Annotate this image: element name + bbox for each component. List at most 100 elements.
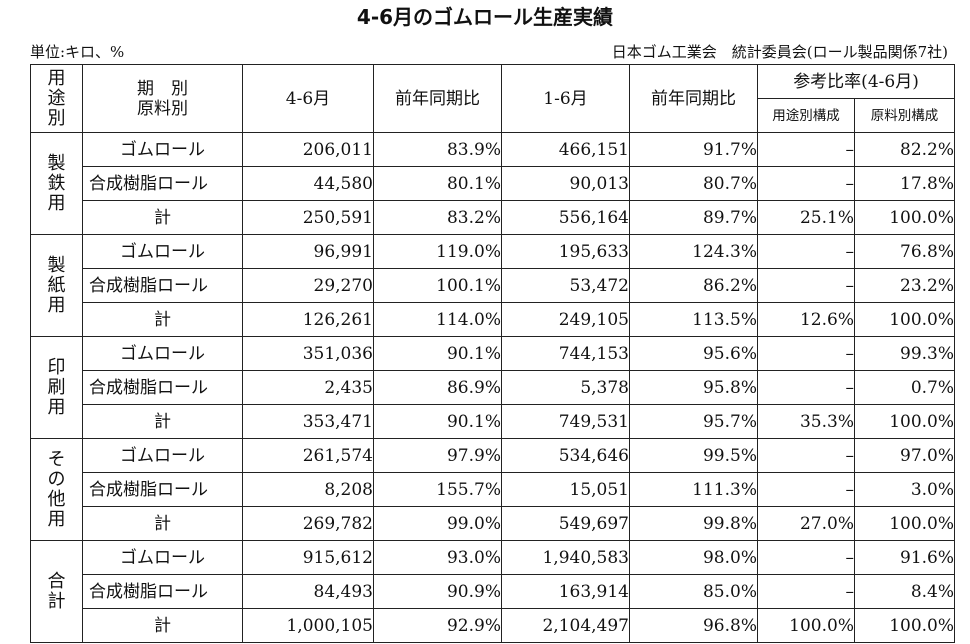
table-row: 製鉄用ゴムロール 206,011 83.9% 466,151 91.7% –82.2% (30, 132, 956, 235)
material-label: 計 (82, 506, 243, 541)
cell-q: 44,580 (242, 166, 374, 201)
table-body: 製鉄用ゴムロール 206,011 83.9% 466,151 91.7% –82.2% 合成… (30, 132, 956, 643)
cell-ytd-yoy: 111.3% (629, 472, 758, 507)
cell-ytd: 195,633 (501, 234, 630, 269)
cell-q-yoy: 114.0% (373, 302, 502, 337)
cell-material: 82.2% (853, 132, 956, 167)
cell-ytd: 15,051 (501, 472, 630, 507)
cell-material: 100.0% (853, 302, 956, 337)
table-row: その他用ゴムロール 261,574 97.9% 534,646 99.5% –97.0% (30, 438, 956, 541)
material-label: 計 (82, 404, 243, 439)
category-char: 印 (47, 356, 66, 378)
cell-use: 25.1% (757, 200, 855, 235)
cell-q: 269,782 (242, 506, 374, 541)
material-label: 合成樹脂ロール (82, 268, 243, 303)
cell-q-yoy: 83.2% (373, 200, 502, 235)
category-char: そ (47, 448, 66, 470)
cell-ytd-yoy: 80.7% (629, 166, 758, 201)
material-label: ゴムロール (82, 540, 243, 575)
cell-ytd-yoy: 86.2% (629, 268, 758, 303)
cell-q: 261,574 (242, 438, 374, 473)
cell-use: – (757, 132, 855, 167)
cell-q-yoy: 97.9% (373, 438, 502, 473)
cell-q-yoy: 90.1% (373, 336, 502, 371)
cell-q: 915,612 (242, 540, 374, 575)
category-char: 用 (47, 294, 66, 316)
cell-ytd-yoy: 113.5% (629, 302, 758, 337)
cell-ytd: 249,105 (501, 302, 630, 337)
cell-ytd-yoy: 96.8% (629, 608, 758, 643)
production-table: 用 途 別 期 別 原料別 4-6月 前年同期比 1-6月 前年同期比 参考比率… (30, 64, 956, 643)
category-char: 用 (47, 508, 66, 530)
material-label: 合成樹脂ロール (82, 472, 243, 507)
material-label: ゴムロール (82, 234, 243, 269)
cell-use: – (757, 336, 855, 371)
cell-q: 84,493 (242, 574, 374, 609)
cell-ytd: 163,914 (501, 574, 630, 609)
category-char: 刷 (47, 376, 66, 398)
category-cell: 製鉄用 (30, 132, 83, 235)
cell-ytd-yoy: 95.8% (629, 370, 758, 405)
header-ytd-yoy: 前年同期比 (629, 64, 758, 133)
cell-q: 351,036 (242, 336, 374, 371)
cell-use: – (757, 438, 855, 473)
cell-material: 97.0% (853, 438, 956, 473)
cell-q: 353,471 (242, 404, 374, 439)
material-label: 合成樹脂ロール (82, 166, 243, 201)
cell-use: – (757, 370, 855, 405)
cell-use: 12.6% (757, 302, 855, 337)
cell-material: 76.8% (853, 234, 956, 269)
cell-material: 99.3% (853, 336, 956, 371)
table-row: 計 269,782 99.0% 549,697 99.8% 27.0% 100.0% (31, 506, 956, 541)
cell-ytd: 749,531 (501, 404, 630, 439)
cell-use: 35.3% (757, 404, 855, 439)
table-row: 計 1,000,105 92.9% 2,104,497 96.8% 100.0% 100.0… (31, 608, 956, 643)
source-note: 日本ゴム工業会 統計委員会(ロール製品関係7社) (611, 43, 948, 61)
table-row: 合成樹脂ロール 2,435 86.9% 5,378 95.8% –0.7% (31, 370, 956, 405)
material-label: 計 (82, 302, 243, 337)
cell-use: – (757, 574, 855, 609)
cell-ytd-yoy: 124.3% (629, 234, 758, 269)
cell-use: – (757, 268, 855, 303)
table-row: 計 126,261 114.0% 249,105 113.5% 12.6% 100.0% (31, 302, 956, 337)
cell-q-yoy: 90.1% (373, 404, 502, 439)
cell-material: 23.2% (853, 268, 956, 303)
cell-q-yoy: 80.1% (373, 166, 502, 201)
header-period: 期 別 原料別 (82, 64, 243, 133)
table-row: 印刷用ゴムロール 351,036 90.1% 744,153 95.6% –99.3% (30, 336, 956, 439)
cell-ytd-yoy: 98.0% (629, 540, 758, 575)
table-row: 計 353,471 90.1% 749,531 95.7% 35.3% 100.0% (31, 404, 956, 439)
cell-material: 100.0% (853, 506, 956, 541)
cell-use: – (757, 166, 855, 201)
category-cell: 印刷用 (30, 336, 83, 439)
cell-use: 100.0% (757, 608, 855, 643)
cell-ytd: 744,153 (501, 336, 630, 371)
cell-q-yoy: 119.0% (373, 234, 502, 269)
cell-ytd: 534,646 (501, 438, 630, 473)
cell-ytd-yoy: 99.8% (629, 506, 758, 541)
category-char: 鉄 (47, 172, 66, 194)
category-char: 用 (47, 192, 66, 214)
cell-material: 100.0% (853, 200, 956, 235)
header-ref-group: 参考比率(4-6月) (756, 64, 956, 99)
cell-q: 206,011 (242, 132, 374, 167)
category-cell: その他用 (30, 438, 83, 541)
category-char: 他 (47, 488, 66, 510)
cell-q: 126,261 (242, 302, 374, 337)
cell-ytd: 1,940,583 (501, 540, 630, 575)
header-q: 4-6月 (242, 64, 374, 133)
header-ref-use: 用途別構成 (757, 98, 855, 133)
category-char: 製 (47, 254, 66, 276)
category-char: の (47, 468, 66, 490)
cell-q-yoy: 83.9% (373, 132, 502, 167)
cell-ytd-yoy: 99.5% (629, 438, 758, 473)
cell-ytd-yoy: 95.7% (629, 404, 758, 439)
material-label: 合成樹脂ロール (82, 574, 243, 609)
cell-q: 8,208 (242, 472, 374, 507)
cell-use: – (757, 234, 855, 269)
unit-note: 単位:キロ、% (30, 43, 125, 61)
cell-material: 100.0% (853, 404, 956, 439)
cell-material: 0.7% (853, 370, 956, 405)
cell-use: – (757, 540, 855, 575)
table-row: 合成樹脂ロール 8,208 155.7% 15,051 111.3% –3.0% (31, 472, 956, 507)
